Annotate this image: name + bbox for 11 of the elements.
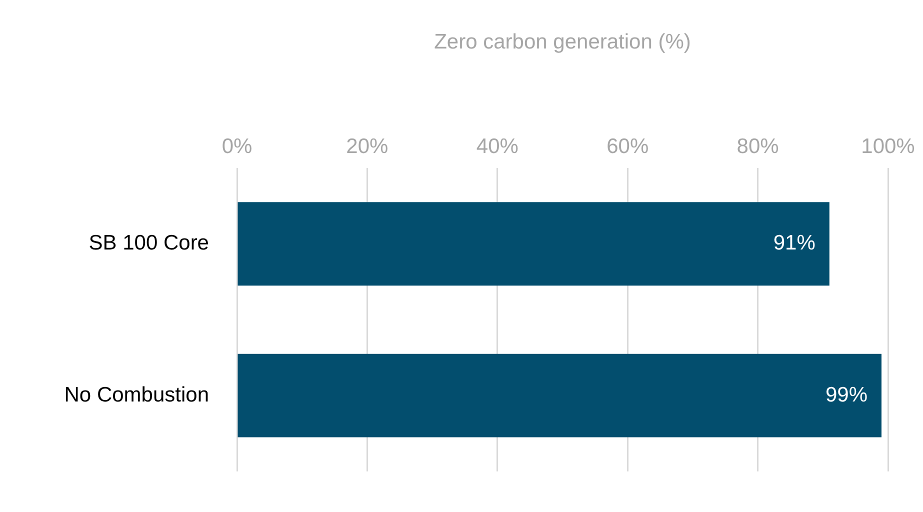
x-tick-label: 80% [736,135,779,158]
x-tick-label: 100% [861,135,915,158]
data-label: 91% [773,232,816,255]
x-tick-label: 0% [222,135,252,158]
y-tick-label: SB 100 Core [88,232,209,255]
x-axis-title: Zero carbon generation (%) [434,30,691,54]
x-tick-label: 20% [346,135,388,158]
x-tick-label: 60% [606,135,649,158]
x-tick-label: 40% [476,135,518,158]
y-tick-label: No Combustion [64,383,209,406]
data-label: 99% [825,383,868,406]
